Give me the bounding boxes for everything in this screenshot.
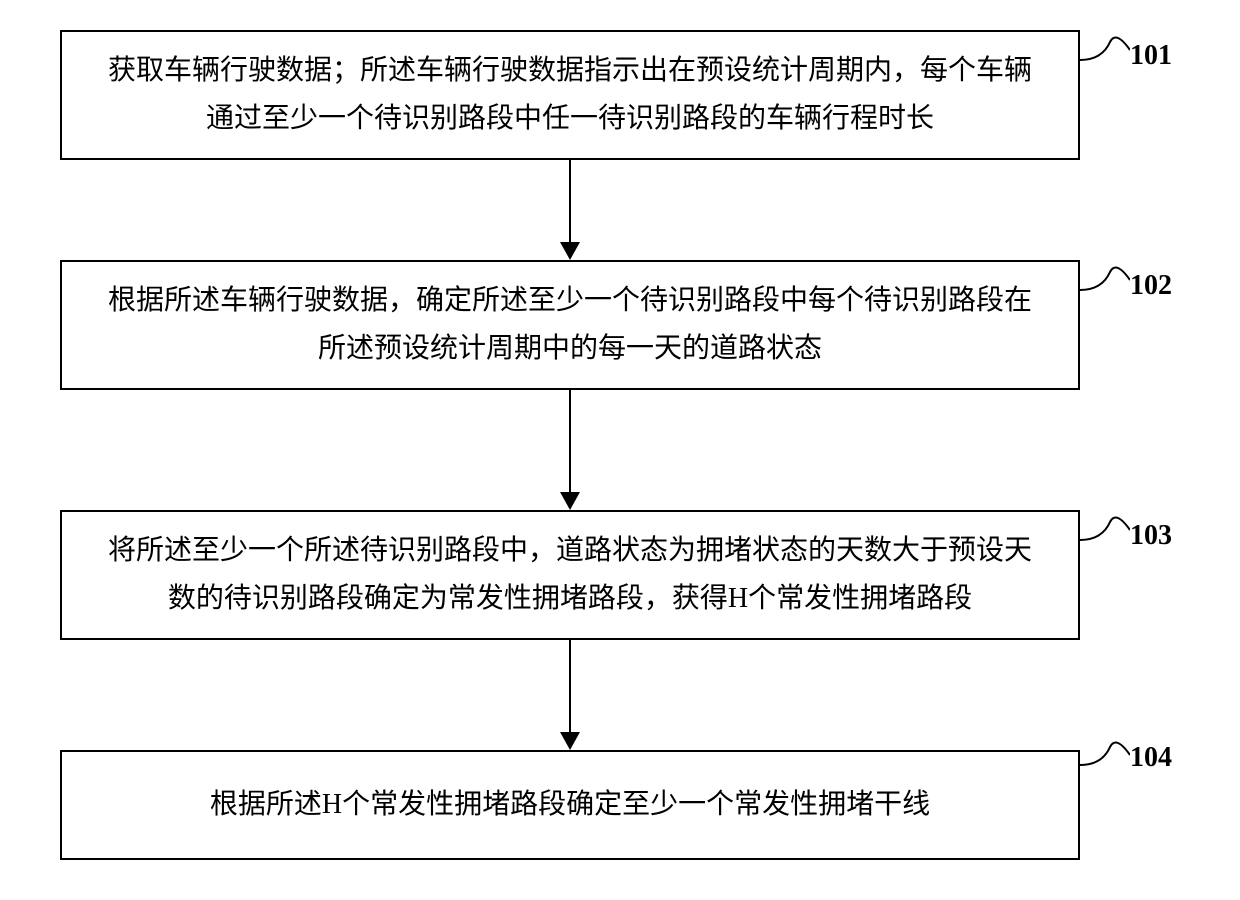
arrowhead-icon [560, 242, 580, 260]
step-text: 获取车辆行驶数据；所述车辆行驶数据指示出在预设统计周期内，每个车辆通过至少一个待… [102, 47, 1038, 142]
step-box-101: 获取车辆行驶数据；所述车辆行驶数据指示出在预设统计周期内，每个车辆通过至少一个待… [60, 30, 1080, 160]
step-text: 根据所述车辆行驶数据，确定所述至少一个待识别路段中每个待识别路段在所述预设统计周… [102, 277, 1038, 372]
step-text: 根据所述H个常发性拥堵路段确定至少一个常发性拥堵干线 [210, 781, 930, 829]
connector-arrow [569, 160, 571, 242]
step-label-101: 101 [1130, 40, 1172, 72]
arrowhead-icon [560, 492, 580, 510]
label-connector-curve [1080, 510, 1130, 560]
step-box-104: 根据所述H个常发性拥堵路段确定至少一个常发性拥堵干线 [60, 750, 1080, 860]
flowchart-canvas: 获取车辆行驶数据；所述车辆行驶数据指示出在预设统计周期内，每个车辆通过至少一个待… [0, 0, 1240, 900]
step-label-102: 102 [1130, 270, 1172, 302]
arrowhead-icon [560, 732, 580, 750]
label-connector-curve [1080, 260, 1130, 310]
label-connector-curve [1080, 735, 1130, 785]
step-box-103: 将所述至少一个所述待识别路段中，道路状态为拥堵状态的天数大于预设天数的待识别路段… [60, 510, 1080, 640]
step-label-103: 103 [1130, 520, 1172, 552]
connector-arrow [569, 640, 571, 732]
step-label-104: 104 [1130, 742, 1172, 774]
step-box-102: 根据所述车辆行驶数据，确定所述至少一个待识别路段中每个待识别路段在所述预设统计周… [60, 260, 1080, 390]
connector-arrow [569, 390, 571, 492]
step-text: 将所述至少一个所述待识别路段中，道路状态为拥堵状态的天数大于预设天数的待识别路段… [102, 527, 1038, 622]
label-connector-curve [1080, 30, 1130, 80]
